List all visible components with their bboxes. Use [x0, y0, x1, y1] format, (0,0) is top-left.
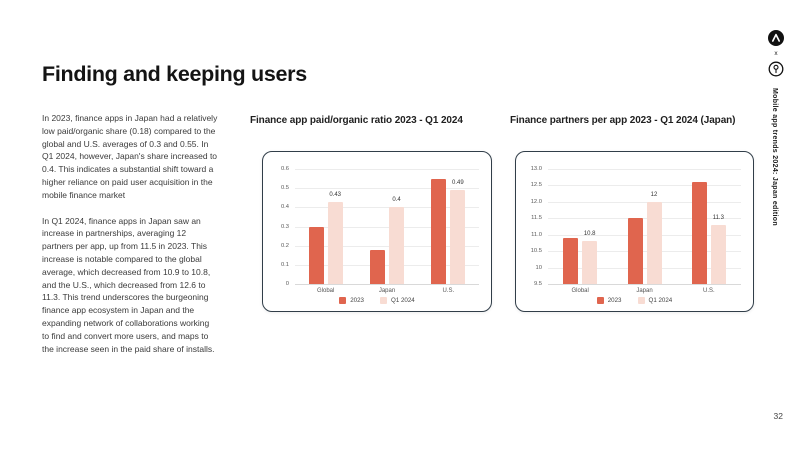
y-tick-label: 9.5	[533, 281, 542, 287]
chart-legend: 2023 Q1 2024	[516, 297, 753, 304]
y-tick-label: 0.5	[280, 185, 289, 192]
x-tick-label: Japan	[378, 288, 396, 294]
chart-1-title: Finance app paid/organic ratio 2023 - Q1…	[250, 115, 463, 126]
bar-2023-japan	[627, 218, 643, 284]
bar-2023-global	[308, 226, 324, 284]
brand-rail: x	[767, 30, 785, 77]
multiply-separator: x	[774, 50, 778, 57]
bar-q1-2024-global	[582, 241, 598, 284]
gridline	[295, 169, 479, 170]
y-tick-label: 12.0	[530, 198, 542, 205]
y-tick-label: 10.5	[530, 248, 542, 255]
legend-label: Q1 2024	[391, 297, 415, 304]
legend-swatch	[339, 297, 347, 304]
value-label: 10.8	[583, 231, 596, 238]
chart-2-title: Finance partners per app 2023 - Q1 2024 …	[510, 115, 736, 126]
y-tick-label: 0.2	[280, 242, 289, 249]
y-tick-label: 0.1	[280, 261, 289, 268]
page-number: 32	[773, 411, 783, 421]
bar-2023-global	[563, 238, 579, 284]
y-tick-label: 0.3	[280, 223, 289, 230]
bar-2023-japan	[370, 249, 385, 284]
chart-2-card: 9.5 10 10.5 11.0 11.5 12.0 12.5 13.0 10.8 Global 1…	[515, 151, 754, 312]
legend-label: 2023	[350, 297, 364, 304]
y-tick-label: 0	[285, 281, 289, 287]
gridline	[295, 284, 479, 285]
gridline	[548, 284, 741, 285]
legend-swatch	[380, 297, 387, 304]
value-label: 0.43	[329, 191, 341, 198]
legend-item-q1-2024: Q1 2024	[637, 297, 673, 304]
x-tick-label: Global	[571, 288, 589, 294]
bar-q1-2024-japan	[389, 207, 404, 284]
gridline	[295, 264, 479, 266]
gridline	[548, 218, 741, 220]
gridline	[295, 226, 479, 228]
chart-legend: 2023 Q1 2024	[263, 297, 491, 304]
legend-swatch	[596, 297, 604, 304]
bar-q1-2024-global	[327, 201, 343, 284]
bar-2023-us	[691, 182, 707, 284]
y-tick-label: 10	[535, 264, 542, 271]
gridline	[548, 169, 741, 170]
gridline	[548, 267, 741, 269]
gridline	[548, 251, 741, 253]
intro-paragraph-2: In Q1 2024, finance apps in Japan saw an…	[42, 215, 215, 354]
y-tick-label: 11.5	[531, 215, 542, 222]
gridline	[548, 201, 741, 203]
gridline	[548, 234, 741, 236]
gridline	[295, 188, 479, 190]
page-title: Finding and keeping users	[42, 62, 307, 86]
value-label: 0.49	[451, 180, 464, 187]
value-label: 0.4	[392, 197, 401, 204]
body-text-column: In 2023, finance apps in Japan had a rel…	[42, 112, 218, 355]
y-tick-label: 0.4	[280, 204, 289, 211]
gridline	[548, 185, 741, 187]
gridline	[295, 245, 479, 247]
chart-1-plot: 0 0.1 0.2 0.3 0.4 0.5 0.6 0.43 Global 0.4 Japan 0.4…	[263, 152, 491, 311]
edition-vertical-label: Mobile app trends 2024: Japan edition	[771, 88, 778, 226]
y-tick-label: 0.6	[280, 166, 289, 172]
legend-label: Q1 2024	[648, 297, 673, 304]
x-tick-label: U.S.	[442, 288, 455, 294]
x-tick-label: Global	[316, 288, 335, 294]
bar-2023-us	[431, 178, 447, 284]
legend-label: 2023	[607, 297, 622, 304]
y-tick-label: 12.5	[530, 182, 542, 189]
legend-item-2023: 2023	[339, 297, 364, 304]
x-tick-label: Japan	[636, 288, 653, 294]
legend-swatch	[637, 297, 645, 304]
legend-item-q1-2024: Q1 2024	[380, 297, 415, 304]
bar-q1-2024-us	[450, 190, 466, 284]
gridline	[295, 207, 479, 209]
adjust-logo-icon	[768, 30, 784, 46]
bar-q1-2024-us	[710, 224, 726, 284]
chart-1-card: 0 0.1 0.2 0.3 0.4 0.5 0.6 0.43 Global 0.4 Japan 0.4…	[262, 151, 492, 312]
value-label: 11.3	[712, 214, 724, 221]
chart-2-plot: 9.5 10 10.5 11.0 11.5 12.0 12.5 13.0 10.8 Global 1…	[516, 152, 753, 311]
legend-item-2023: 2023	[596, 297, 622, 304]
y-tick-label: 11.0	[531, 231, 542, 238]
partner-logo-icon	[768, 61, 784, 77]
y-tick-label: 13.0	[530, 166, 542, 172]
x-tick-label: U.S.	[702, 288, 715, 294]
bar-q1-2024-japan	[646, 201, 662, 284]
value-label: 12	[650, 191, 658, 198]
intro-paragraph-1: In 2023, finance apps in Japan had a rel…	[42, 113, 218, 200]
